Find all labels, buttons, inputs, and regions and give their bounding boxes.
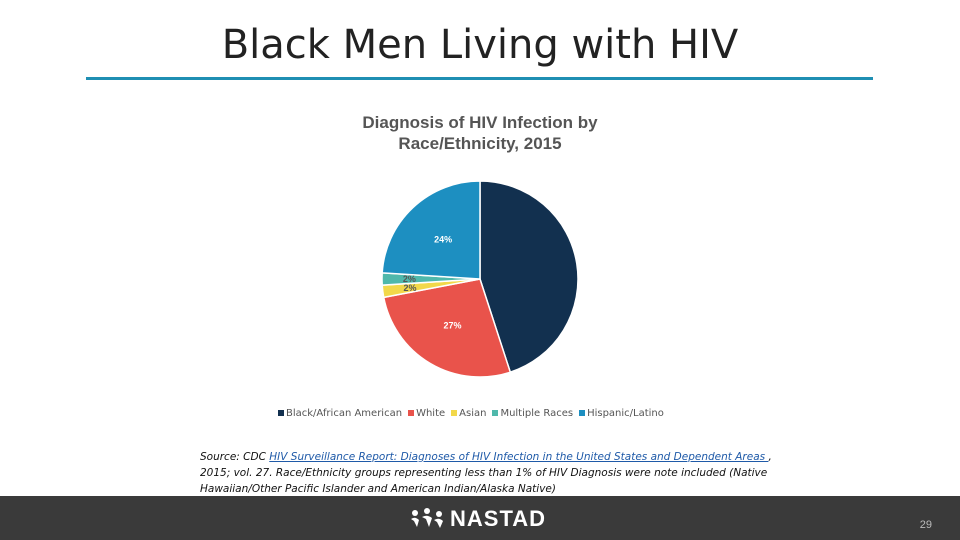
legend-item: Asian: [451, 408, 486, 419]
pie-slice-hispanic-latino: [381, 180, 481, 280]
logo-text: NASTAD: [450, 506, 547, 531]
source-citation: Source: CDC HIV Surveillance Report: Dia…: [200, 449, 780, 497]
legend-swatch: [492, 410, 499, 416]
pie-label-hispanic-latino: 24%: [434, 235, 452, 245]
pie-chart: 27% 2%2% 24%: [381, 180, 579, 378]
legend-label: Asian: [459, 407, 487, 419]
legend-label: White: [416, 407, 446, 419]
chart-legend: Black/African American White Asian Multiple…: [278, 406, 698, 420]
nastad-logo: NASTAD: [410, 506, 546, 532]
title-underline: [86, 77, 873, 80]
legend-swatch: [579, 410, 586, 416]
chart-title: Diagnosis of HIV Infection by Race/Ethni…: [300, 112, 660, 154]
legend-label: Hispanic/Latino: [587, 407, 664, 419]
legend-item: Black/African American: [278, 408, 402, 419]
legend-item: Multiple Races: [492, 408, 573, 419]
legend-item: Hispanic/Latino: [579, 408, 664, 419]
source-report-link[interactable]: HIV Surveillance Report: Diagnoses of HI…: [269, 451, 769, 463]
chart-title-line-2: Race/Ethnicity, 2015: [398, 134, 562, 153]
source-suffix: , 2015; vol. 27. Race/Ethnicity groups r…: [200, 451, 772, 495]
legend-label: Multiple Races: [500, 407, 574, 419]
pie-label-asian: 2%: [403, 283, 416, 293]
pie-slice-white: [382, 278, 512, 378]
footer-bar: [0, 496, 960, 540]
slide-title: Black Men Living with HIV: [221, 22, 739, 68]
legend-swatch: [408, 410, 415, 416]
page-number: 29: [919, 519, 932, 531]
legend-swatch: [451, 410, 458, 416]
legend-item: White: [408, 408, 445, 419]
pie-label-white: 27%: [444, 320, 462, 330]
source-prefix: Source: CDC: [200, 451, 270, 463]
pie-label-multiple-races: 2%: [403, 274, 416, 284]
legend-label: Black/African American: [286, 407, 403, 419]
legend-swatch: [278, 410, 284, 416]
nastad-figures-icon: [411, 508, 443, 528]
chart-title-line-1: Diagnosis of HIV Infection by: [362, 113, 598, 132]
pie-slice-black-african-american: [479, 180, 579, 374]
